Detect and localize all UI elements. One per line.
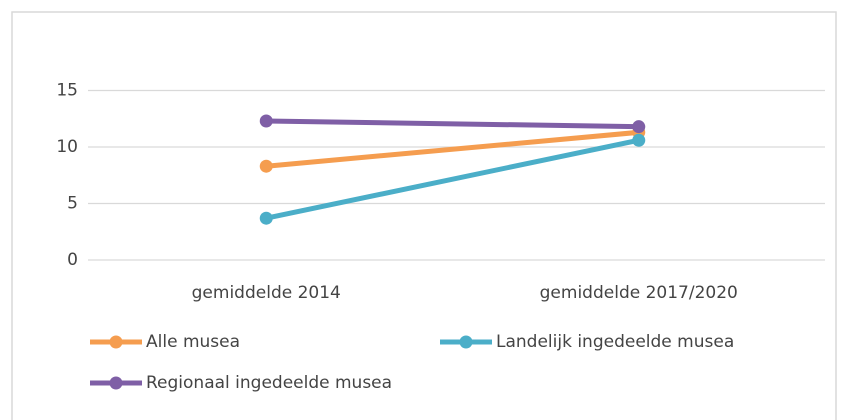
series-line <box>263 118 642 130</box>
series-point <box>632 133 646 147</box>
y-tick-label: 5 <box>67 194 78 214</box>
x-tick-label: gemiddelde 2014 <box>192 283 341 303</box>
series-point <box>259 159 273 173</box>
y-tick-label: 10 <box>56 137 78 157</box>
x-tick-label: gemiddelde 2017/2020 <box>540 283 738 303</box>
legend-label: Alle musea <box>146 332 240 352</box>
y-tick-label: 15 <box>56 81 78 101</box>
legend-label: Regionaal ingedeelde musea <box>146 373 392 393</box>
chart-border <box>11 11 837 420</box>
legend-point <box>109 335 123 349</box>
series-point <box>259 211 273 225</box>
series-point <box>259 114 273 128</box>
y-tick-label: 0 <box>67 250 78 270</box>
legend-label: Landelijk ingedeelde musea <box>496 332 734 352</box>
series-line <box>263 137 642 221</box>
legend-point <box>459 335 473 349</box>
legend-point <box>109 376 123 390</box>
series-point <box>632 120 646 134</box>
series-line <box>263 129 642 169</box>
